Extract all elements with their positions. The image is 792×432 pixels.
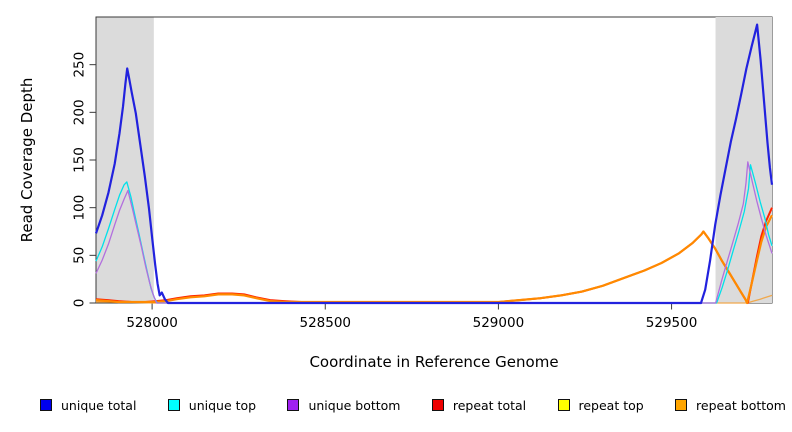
- plot-border: [95, 16, 773, 304]
- legend: unique total unique top unique bottom repea…: [40, 396, 786, 414]
- x-tick-label: 528000: [126, 315, 178, 331]
- x-axis-title: Coordinate in Reference Genome: [309, 353, 559, 371]
- y-axis-title: Read Coverage Depth: [18, 77, 36, 243]
- y-tick-label: 200: [72, 99, 88, 125]
- legend-item-repeat-top: repeat top: [557, 397, 644, 413]
- y-tick-label: 50: [71, 247, 87, 264]
- y-tick-label: 100: [72, 195, 88, 221]
- legend-label: unique bottom: [308, 397, 401, 413]
- legend-swatch-repeat-bottom: [675, 399, 688, 411]
- y-tick-label: 150: [72, 147, 88, 173]
- legend-swatch-repeat-total: [431, 399, 444, 411]
- legend-item-repeat-bottom: repeat bottom: [675, 398, 786, 413]
- series-line-repeat-total: [95, 207, 773, 304]
- legend-item-unique-top: unique top: [167, 397, 257, 413]
- legend-label: repeat total: [452, 397, 527, 413]
- legend-swatch-repeat-top: [557, 399, 570, 411]
- legend-label: repeat bottom: [696, 397, 786, 413]
- legend-label: unique total: [61, 397, 137, 413]
- x-tick-label: 529500: [646, 315, 698, 331]
- legend-item-unique-bottom: unique bottom: [287, 397, 401, 413]
- series-line-unique-total: [94, 23, 774, 305]
- series-line-repeat-bottom: [95, 214, 773, 305]
- x-tick-label: 528500: [299, 315, 351, 331]
- series-line-unique-top: [95, 164, 773, 304]
- legend-swatch-unique-bottom: [287, 399, 300, 411]
- legend-swatch-unique-total: [40, 399, 52, 411]
- legend-label: unique top: [188, 397, 257, 413]
- legend-swatch-unique-top: [167, 399, 180, 411]
- legend-item-unique-total: unique total: [40, 398, 136, 413]
- series-line-unique-bottom: [95, 161, 773, 304]
- legend-label: repeat top: [578, 397, 644, 413]
- coverage-plot: 528000 528500 529000 529500 0 50 100 150 200 250: [71, 16, 774, 331]
- x-tick-label: 529000: [473, 315, 525, 331]
- y-tick-label: 250: [72, 52, 88, 78]
- y-tick-label: 0: [72, 299, 88, 308]
- shaded-region-right: [715, 17, 772, 303]
- legend-item-repeat-total: repeat total: [431, 397, 527, 413]
